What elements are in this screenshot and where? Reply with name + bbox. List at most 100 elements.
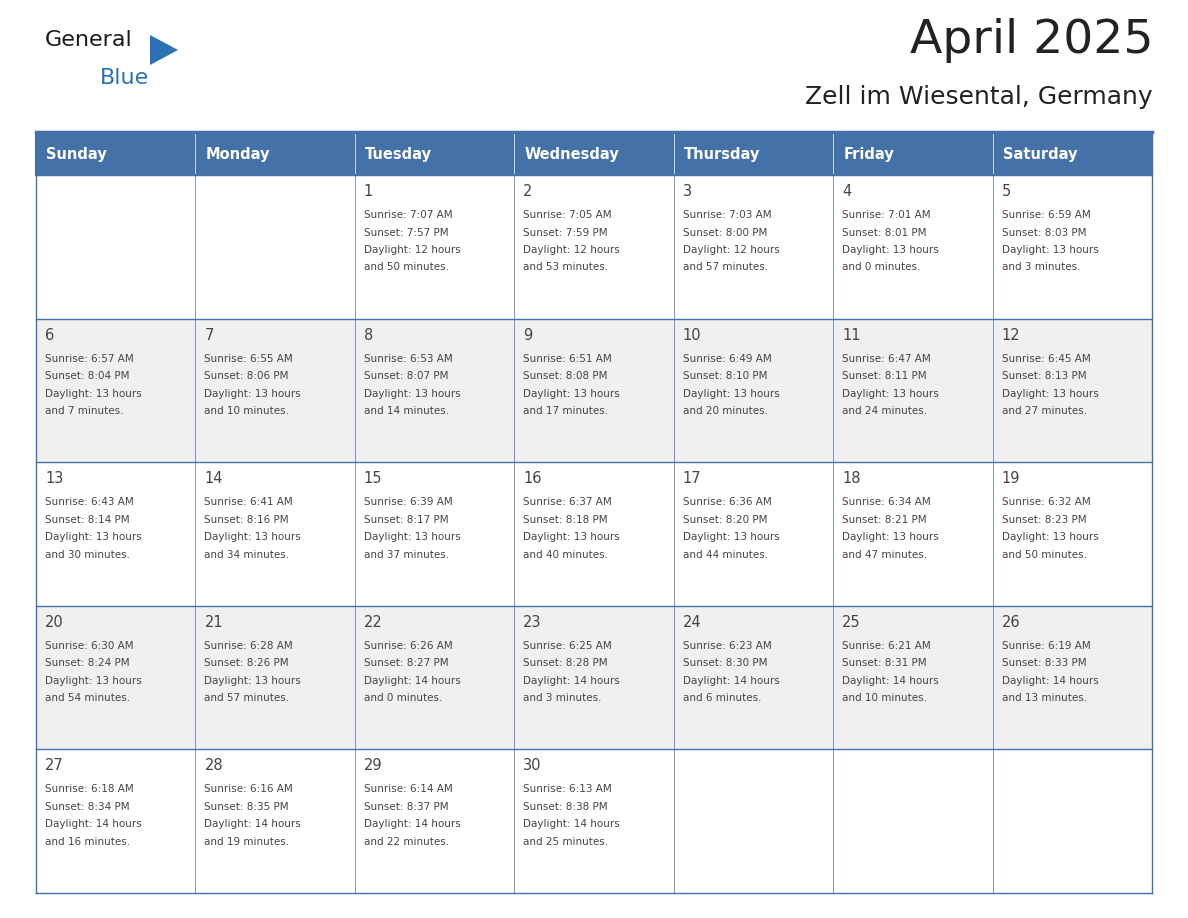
- Text: Sunrise: 6:57 AM: Sunrise: 6:57 AM: [45, 353, 134, 364]
- Text: Sunset: 8:11 PM: Sunset: 8:11 PM: [842, 371, 927, 381]
- Text: Sunset: 8:13 PM: Sunset: 8:13 PM: [1001, 371, 1086, 381]
- Text: Monday: Monday: [206, 147, 270, 162]
- Text: 17: 17: [683, 471, 701, 487]
- Text: Sunrise: 6:26 AM: Sunrise: 6:26 AM: [364, 641, 453, 651]
- Text: Sunrise: 6:13 AM: Sunrise: 6:13 AM: [523, 784, 612, 794]
- Text: Thursday: Thursday: [684, 147, 760, 162]
- Text: Daylight: 14 hours: Daylight: 14 hours: [364, 820, 461, 829]
- Text: Sunrise: 6:34 AM: Sunrise: 6:34 AM: [842, 498, 931, 508]
- Text: and 14 minutes.: and 14 minutes.: [364, 406, 449, 416]
- Text: Sunrise: 6:14 AM: Sunrise: 6:14 AM: [364, 784, 453, 794]
- Text: Sunrise: 6:18 AM: Sunrise: 6:18 AM: [45, 784, 134, 794]
- Text: Blue: Blue: [100, 68, 150, 88]
- Text: 28: 28: [204, 758, 223, 773]
- Text: Daylight: 12 hours: Daylight: 12 hours: [683, 245, 779, 255]
- Text: Daylight: 13 hours: Daylight: 13 hours: [1001, 532, 1099, 543]
- Text: and 10 minutes.: and 10 minutes.: [842, 693, 927, 703]
- Text: 25: 25: [842, 615, 861, 630]
- Text: Daylight: 13 hours: Daylight: 13 hours: [683, 532, 779, 543]
- Text: Daylight: 14 hours: Daylight: 14 hours: [45, 820, 141, 829]
- Text: Sunset: 7:59 PM: Sunset: 7:59 PM: [523, 228, 608, 238]
- Text: Daylight: 13 hours: Daylight: 13 hours: [204, 532, 302, 543]
- Text: Sunset: 8:38 PM: Sunset: 8:38 PM: [523, 802, 608, 812]
- Text: Sunset: 8:26 PM: Sunset: 8:26 PM: [204, 658, 289, 668]
- Text: Daylight: 14 hours: Daylight: 14 hours: [364, 676, 461, 686]
- Text: and 16 minutes.: and 16 minutes.: [45, 837, 131, 847]
- Text: and 6 minutes.: and 6 minutes.: [683, 693, 762, 703]
- Text: 6: 6: [45, 328, 55, 342]
- Text: and 57 minutes.: and 57 minutes.: [683, 263, 767, 273]
- Text: Sunset: 8:01 PM: Sunset: 8:01 PM: [842, 228, 927, 238]
- Text: Sunset: 8:21 PM: Sunset: 8:21 PM: [842, 515, 927, 525]
- Text: Sunset: 8:28 PM: Sunset: 8:28 PM: [523, 658, 608, 668]
- Text: Daylight: 13 hours: Daylight: 13 hours: [523, 532, 620, 543]
- Text: Tuesday: Tuesday: [365, 147, 432, 162]
- Text: 16: 16: [523, 471, 542, 487]
- Text: 27: 27: [45, 758, 64, 773]
- Text: Daylight: 13 hours: Daylight: 13 hours: [45, 676, 141, 686]
- Text: and 44 minutes.: and 44 minutes.: [683, 550, 767, 560]
- Text: Daylight: 12 hours: Daylight: 12 hours: [364, 245, 461, 255]
- Text: Daylight: 13 hours: Daylight: 13 hours: [1001, 388, 1099, 398]
- Text: Sunrise: 6:45 AM: Sunrise: 6:45 AM: [1001, 353, 1091, 364]
- Text: 8: 8: [364, 328, 373, 342]
- Text: Sunset: 8:34 PM: Sunset: 8:34 PM: [45, 802, 129, 812]
- Text: and 3 minutes.: and 3 minutes.: [1001, 263, 1080, 273]
- Text: 1: 1: [364, 184, 373, 199]
- Bar: [36, 133, 196, 175]
- Text: Sunrise: 6:59 AM: Sunrise: 6:59 AM: [1001, 210, 1091, 220]
- Text: and 37 minutes.: and 37 minutes.: [364, 550, 449, 560]
- Text: Sunset: 7:57 PM: Sunset: 7:57 PM: [364, 228, 449, 238]
- Text: Sunrise: 6:30 AM: Sunrise: 6:30 AM: [45, 641, 133, 651]
- Text: Sunset: 8:30 PM: Sunset: 8:30 PM: [683, 658, 767, 668]
- Text: Daylight: 13 hours: Daylight: 13 hours: [45, 388, 141, 398]
- Text: Sunrise: 6:36 AM: Sunrise: 6:36 AM: [683, 498, 771, 508]
- Text: 30: 30: [523, 758, 542, 773]
- Text: Sunset: 8:06 PM: Sunset: 8:06 PM: [204, 371, 289, 381]
- Text: Friday: Friday: [843, 147, 893, 162]
- Bar: [674, 133, 833, 175]
- Text: Sunrise: 6:43 AM: Sunrise: 6:43 AM: [45, 498, 134, 508]
- Text: Sunset: 8:18 PM: Sunset: 8:18 PM: [523, 515, 608, 525]
- Text: and 19 minutes.: and 19 minutes.: [204, 837, 290, 847]
- Text: 23: 23: [523, 615, 542, 630]
- Text: Sunrise: 6:53 AM: Sunrise: 6:53 AM: [364, 353, 453, 364]
- Text: and 50 minutes.: and 50 minutes.: [364, 263, 449, 273]
- Text: Daylight: 13 hours: Daylight: 13 hours: [364, 532, 461, 543]
- Text: 10: 10: [683, 328, 701, 342]
- Text: Daylight: 13 hours: Daylight: 13 hours: [683, 388, 779, 398]
- Text: Daylight: 13 hours: Daylight: 13 hours: [842, 245, 939, 255]
- Text: Sunset: 8:07 PM: Sunset: 8:07 PM: [364, 371, 448, 381]
- Text: and 54 minutes.: and 54 minutes.: [45, 693, 131, 703]
- Text: 15: 15: [364, 471, 383, 487]
- Text: Sunday: Sunday: [46, 147, 107, 162]
- Text: April 2025: April 2025: [910, 18, 1154, 63]
- Text: Daylight: 14 hours: Daylight: 14 hours: [1001, 676, 1099, 686]
- Text: 7: 7: [204, 328, 214, 342]
- Text: and 24 minutes.: and 24 minutes.: [842, 406, 928, 416]
- Text: 11: 11: [842, 328, 860, 342]
- Text: Daylight: 14 hours: Daylight: 14 hours: [842, 676, 939, 686]
- Text: Daylight: 14 hours: Daylight: 14 hours: [204, 820, 302, 829]
- Bar: [36, 319, 1152, 462]
- Text: Sunset: 8:17 PM: Sunset: 8:17 PM: [364, 515, 449, 525]
- Text: 24: 24: [683, 615, 701, 630]
- Bar: [196, 133, 355, 175]
- Text: Sunset: 8:33 PM: Sunset: 8:33 PM: [1001, 658, 1086, 668]
- Text: Sunrise: 6:16 AM: Sunrise: 6:16 AM: [204, 784, 293, 794]
- Text: Sunset: 8:31 PM: Sunset: 8:31 PM: [842, 658, 927, 668]
- Text: Sunrise: 6:49 AM: Sunrise: 6:49 AM: [683, 353, 771, 364]
- Text: 13: 13: [45, 471, 63, 487]
- Bar: [833, 133, 992, 175]
- Text: Sunset: 8:35 PM: Sunset: 8:35 PM: [204, 802, 289, 812]
- Polygon shape: [150, 35, 178, 65]
- Text: Sunset: 8:16 PM: Sunset: 8:16 PM: [204, 515, 289, 525]
- Text: Daylight: 13 hours: Daylight: 13 hours: [523, 388, 620, 398]
- Text: Sunrise: 6:23 AM: Sunrise: 6:23 AM: [683, 641, 771, 651]
- Text: Daylight: 12 hours: Daylight: 12 hours: [523, 245, 620, 255]
- Text: Daylight: 13 hours: Daylight: 13 hours: [364, 388, 461, 398]
- Text: and 20 minutes.: and 20 minutes.: [683, 406, 767, 416]
- Text: Zell im Wiesental, Germany: Zell im Wiesental, Germany: [805, 85, 1154, 109]
- Text: and 17 minutes.: and 17 minutes.: [523, 406, 608, 416]
- Text: Daylight: 13 hours: Daylight: 13 hours: [45, 532, 141, 543]
